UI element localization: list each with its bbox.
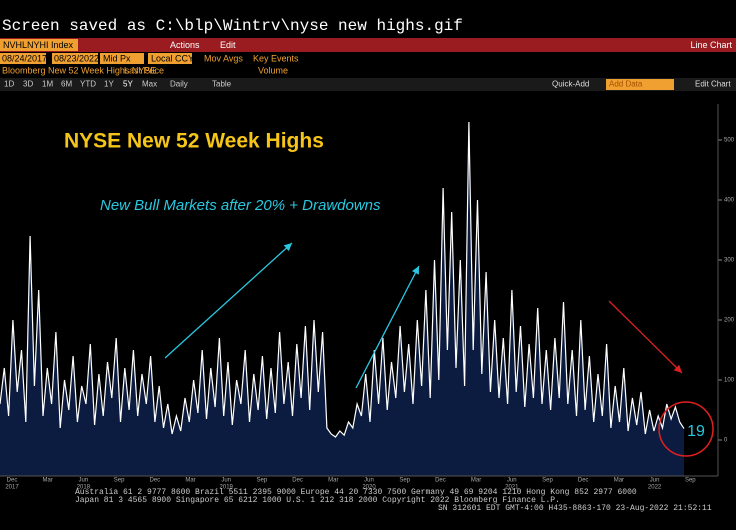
x-tick-label: Mar — [43, 478, 53, 484]
arrow — [164, 242, 293, 359]
x-tick-label: Mar — [185, 478, 195, 484]
x-year-label: 2019 — [220, 485, 234, 491]
period-button[interactable]: 1M — [42, 80, 53, 89]
quick-add[interactable]: Quick-Add — [552, 80, 589, 89]
x-tick-label: Jun — [650, 478, 660, 484]
currency-box[interactable] — [148, 53, 192, 64]
table-button[interactable]: Table — [212, 80, 232, 89]
screen-saved: Screen saved as C:\blp\Wintrv\nyse new h… — [2, 17, 463, 35]
x-tick-label: Dec — [578, 478, 589, 484]
x-year-label: 2017 — [5, 485, 19, 491]
chart-subtitle: New Bull Markets after 20% + Drawdowns — [100, 197, 381, 214]
footer-line: Australia 61 2 9777 8600 Brazil 5511 239… — [75, 488, 637, 497]
x-year-label: 2021 — [505, 485, 519, 491]
y-tick-label: 200 — [724, 318, 735, 324]
edit-menu[interactable]: Edit — [220, 40, 236, 50]
arrow — [355, 265, 420, 389]
y-tick-label: 0 — [724, 438, 728, 444]
x-tick-label: Dec — [292, 478, 303, 484]
security-name: Bloomberg New 52 Week Highs NYSE — [2, 65, 156, 75]
period-bar — [0, 78, 736, 91]
add-data-box[interactable] — [606, 79, 674, 90]
x-tick-label: Jun — [507, 478, 517, 484]
ticker[interactable]: NVHLNYHI Index — [3, 40, 74, 50]
last-price: Last Price — [124, 65, 164, 75]
x-tick-label: Dec — [7, 478, 18, 484]
toolbar — [0, 38, 736, 52]
line — [0, 121, 685, 438]
y-tick-label: 400 — [724, 198, 735, 204]
x-tick-label: Sep — [114, 478, 125, 484]
end-box[interactable] — [52, 53, 98, 64]
price-box[interactable] — [100, 53, 144, 64]
x-year-label: 2018 — [77, 485, 91, 491]
period-button[interactable]: Max — [142, 80, 157, 89]
x-year-label: 2020 — [362, 485, 376, 491]
x-tick-label: Dec — [149, 478, 160, 484]
ticker-box[interactable] — [0, 39, 78, 51]
arrow — [608, 300, 683, 374]
x-tick-label: Mar — [471, 478, 481, 484]
period-button[interactable]: 1Y — [104, 80, 114, 89]
x-tick-label: Jun — [364, 478, 374, 484]
y-tick-label: 500 — [724, 138, 735, 144]
period-button[interactable]: YTD — [80, 80, 96, 89]
x-year-label: 2022 — [648, 485, 662, 491]
x-tick-label: Jun — [79, 478, 89, 484]
x-tick-label: Sep — [257, 478, 268, 484]
chart-type: Line Chart — [690, 40, 732, 50]
x-tick-label: Mar — [614, 478, 624, 484]
add-data[interactable]: Add Data — [609, 80, 643, 89]
key-events[interactable]: Key Events — [253, 53, 299, 63]
x-tick-label: Jun — [221, 478, 231, 484]
start-box[interactable] — [0, 53, 46, 64]
y-tick-label: 300 — [724, 258, 735, 264]
footer-line: SN 312601 EDT GMT-4:00 H435-8863-170 23-… — [438, 504, 712, 513]
period-button[interactable]: 6M — [61, 80, 72, 89]
period-button[interactable]: 1D — [4, 80, 14, 89]
highlight-circle — [658, 401, 714, 457]
x-tick-label: Sep — [399, 478, 410, 484]
x-tick-label: Dec — [435, 478, 446, 484]
edit-chart[interactable]: Edit Chart — [695, 80, 731, 89]
x-tick-label: Mar — [328, 478, 338, 484]
last-value-annotation: 19 — [687, 423, 705, 440]
x-tick-label: Sep — [685, 478, 696, 484]
currency[interactable]: Local CCY — [151, 53, 194, 63]
x-tick-label: Sep — [542, 478, 553, 484]
mov-avgs[interactable]: Mov Avgs — [204, 53, 243, 63]
start-date[interactable]: 08/24/2017 — [2, 53, 47, 63]
frequency[interactable]: Daily — [170, 80, 188, 89]
period-button[interactable]: 5Y — [123, 80, 133, 89]
end-date[interactable]: 08/23/2022 — [54, 53, 99, 63]
chart-title: NYSE New 52 Week Highs — [64, 130, 324, 153]
area — [0, 122, 684, 476]
volume: Volume — [258, 65, 288, 75]
actions-menu[interactable]: Actions — [170, 40, 200, 50]
footer-line: Japan 81 3 4565 8900 Singapore 65 6212 1… — [75, 496, 560, 505]
price-field[interactable]: Mid Px — [103, 53, 131, 63]
y-tick-label: 100 — [724, 378, 735, 384]
period-button[interactable]: 3D — [23, 80, 33, 89]
